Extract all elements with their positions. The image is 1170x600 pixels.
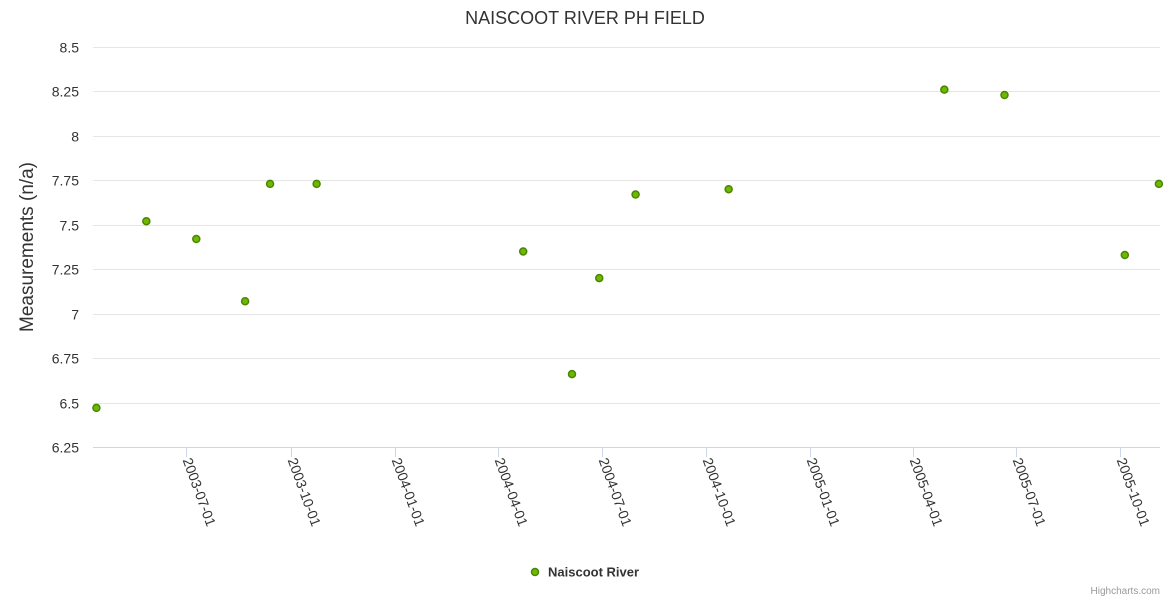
y-tick-label: 6.25	[52, 440, 79, 456]
data-point[interactable]	[312, 179, 321, 189]
x-tick-label: 2005-04-01	[907, 456, 947, 529]
y-tick-label: 7	[71, 307, 79, 323]
legend[interactable]: Naiscoot River	[530, 565, 640, 580]
y-tick-label: 8.5	[60, 40, 80, 56]
x-tick-label: 2004-01-01	[389, 456, 429, 529]
data-point[interactable]	[1000, 90, 1009, 100]
x-tick-label: 2005-10-01	[1114, 456, 1154, 529]
x-tick-label: 2004-10-01	[700, 456, 740, 529]
x-tick-label: 2003-10-01	[285, 456, 325, 529]
data-point[interactable]	[265, 179, 275, 189]
x-tick-label: 2004-04-01	[492, 456, 532, 529]
data-point[interactable]	[940, 85, 949, 94]
data-point[interactable]	[595, 273, 604, 283]
gridlines	[93, 47, 1160, 404]
legend-label[interactable]: Naiscoot River	[548, 565, 639, 580]
y-tick-label: 7.25	[52, 262, 79, 278]
data-point[interactable]	[518, 247, 528, 256]
data-point[interactable]	[1120, 250, 1130, 260]
x-tick-label: 2004-07-01	[596, 456, 636, 529]
x-tick-label: 2005-01-01	[804, 456, 844, 529]
series-naiscoot-river	[92, 85, 1164, 413]
data-point[interactable]	[567, 369, 577, 379]
credits[interactable]: Highcharts.com	[1091, 586, 1160, 597]
data-point[interactable]	[92, 403, 101, 413]
data-point[interactable]	[724, 184, 733, 194]
legend-marker	[530, 567, 540, 577]
data-point[interactable]	[240, 296, 250, 306]
y-tick-label: 6.75	[52, 351, 79, 367]
y-tick-label: 6.5	[60, 396, 80, 412]
data-point[interactable]	[631, 190, 640, 199]
y-tick-label: 8	[71, 129, 79, 145]
x-tick-label: 2003-07-01	[180, 456, 220, 529]
x-axis-ticks: 2003-07-01 2003-10-01 2004-01-01 2004-04-01…	[180, 447, 1154, 529]
y-tick-label: 7.75	[52, 173, 79, 189]
x-tick-label: 2005-07-01	[1010, 456, 1050, 529]
data-point[interactable]	[192, 234, 201, 244]
data-point[interactable]	[142, 216, 151, 226]
y-tick-label: 8.25	[52, 84, 79, 100]
chart-title: NAISCOOT RIVER PH FIELD	[465, 8, 705, 28]
data-point[interactable]	[1154, 179, 1164, 189]
y-axis-label: Measurements (n/a)	[17, 162, 38, 332]
y-tick-label: 7.5	[60, 218, 80, 234]
y-axis-ticks: 6.25 6.5 6.75 7 7.25 7.5 7.75 8 8.25 8.5	[52, 40, 79, 456]
